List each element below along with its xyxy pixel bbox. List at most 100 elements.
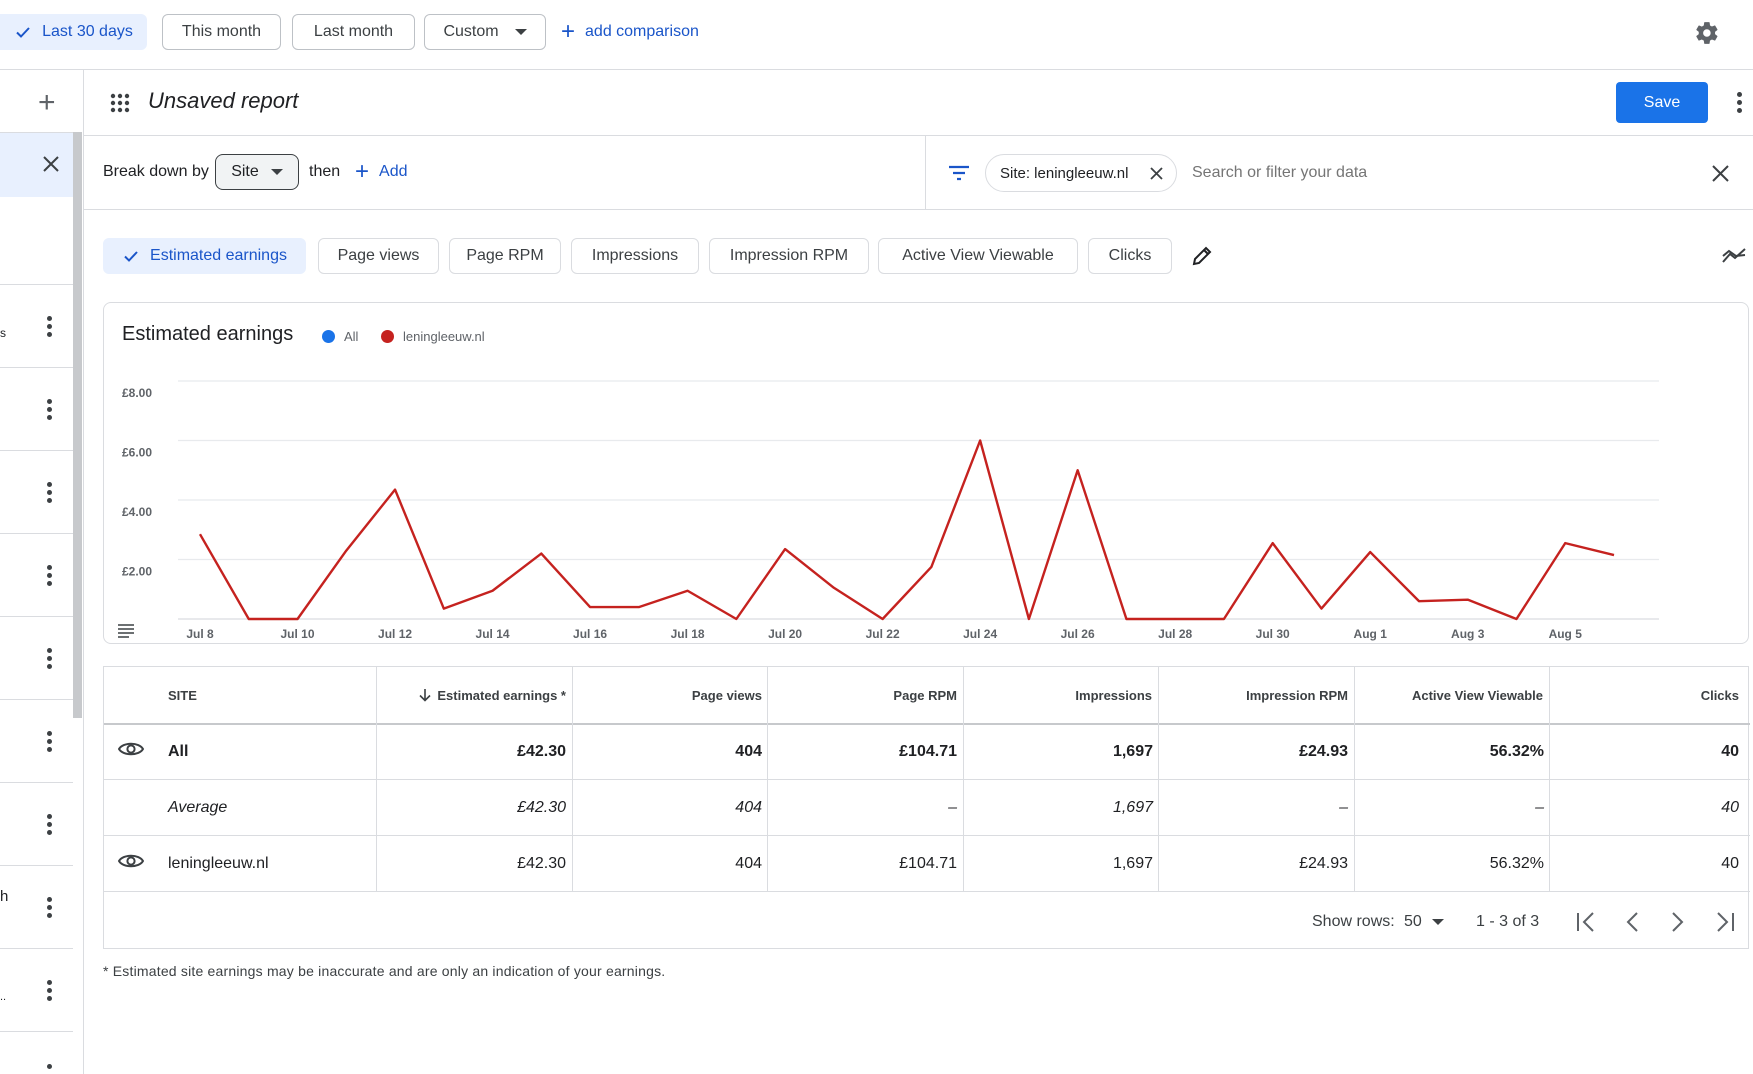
rail-list-item[interactable] (0, 368, 73, 451)
rail-list-item[interactable] (0, 451, 73, 534)
header-label: Estimated earnings * (437, 687, 566, 703)
breakdown-filter-bar: Break down by Site then + Add Site: leni… (84, 136, 1753, 210)
table-cell: 40 (1721, 799, 1739, 816)
data-point (1613, 554, 1616, 557)
legend-item-site[interactable]: leningleeuw.nl (381, 329, 485, 344)
more-options-icon[interactable] (47, 814, 53, 836)
metric-chip-clicks[interactable]: Clicks (1088, 238, 1172, 274)
last-30-days-label: Last 30 days (42, 23, 133, 40)
visibility-eye-icon[interactable] (118, 740, 144, 758)
last-page-icon[interactable] (1715, 911, 1735, 933)
data-point (1418, 600, 1421, 603)
more-options-icon[interactable] (47, 399, 53, 421)
data-point (1223, 618, 1226, 621)
next-page-icon[interactable] (1671, 911, 1685, 933)
close-icon[interactable] (42, 155, 60, 173)
y-tick-label: £2.00 (122, 565, 152, 579)
legend-dot-all (322, 330, 335, 343)
data-point (491, 589, 494, 592)
table-cell: – (1339, 799, 1348, 816)
rail-list-item[interactable] (0, 700, 73, 783)
clear-filters-icon[interactable] (1712, 165, 1729, 182)
metric-chip-page-views[interactable]: Page views (318, 238, 439, 274)
rail-scrollbar[interactable] (73, 132, 82, 718)
data-point (686, 589, 689, 592)
metric-chip-page-rpm[interactable]: Page RPM (449, 238, 561, 274)
column-header-clicks[interactable]: Clicks (1700, 687, 1739, 703)
metric-chip-estimated-earnings[interactable]: Estimated earnings (103, 238, 306, 274)
rail-list-item[interactable] (0, 783, 73, 866)
data-point (394, 488, 397, 491)
rail-list-item[interactable] (0, 534, 73, 617)
more-options-icon[interactable] (47, 316, 53, 338)
column-header-page-rpm[interactable]: Page RPM (893, 687, 957, 703)
rail-list-item[interactable] (0, 617, 73, 700)
check-icon (16, 27, 30, 38)
report-title[interactable]: Unsaved report (148, 88, 299, 113)
row-divider (104, 891, 1750, 892)
table-view-icon[interactable] (118, 624, 134, 638)
rows-per-page-dropdown[interactable]: 50 (1404, 911, 1444, 933)
column-header-site[interactable]: SITE (168, 687, 197, 703)
x-tick-label: Aug 1 (1354, 627, 1388, 641)
visibility-eye-icon[interactable] (118, 852, 144, 870)
more-options-icon[interactable] (47, 482, 53, 504)
add-comparison-button[interactable]: + add comparison (561, 20, 699, 44)
data-point (1515, 618, 1518, 621)
add-breakdown-button[interactable]: + Add (355, 160, 407, 184)
rail-active-item[interactable] (0, 133, 73, 197)
earnings-line-chart[interactable]: £2.00 £4.00 £6.00 £8.00 Jul 8 Jul 10 Jul 12 Jul… (104, 303, 1749, 644)
table-cell-site: Average (168, 799, 228, 816)
data-point (247, 618, 250, 621)
rail-list-item[interactable]: h (0, 866, 73, 949)
dropdown-arrow-icon (514, 29, 527, 35)
custom-dropdown[interactable]: Custom (424, 14, 546, 50)
table-cell: 404 (735, 855, 762, 872)
data-point (881, 618, 884, 621)
column-divider (1549, 667, 1550, 892)
settings-gear-icon[interactable] (1694, 20, 1720, 46)
last-30-days-chip[interactable]: Last 30 days (0, 14, 147, 50)
this-month-chip[interactable]: This month (162, 14, 281, 50)
more-options-icon[interactable] (47, 980, 53, 1002)
legend-item-all[interactable]: All (322, 329, 358, 344)
add-breakdown-label: Add (379, 163, 408, 180)
remove-filter-icon[interactable] (1150, 167, 1163, 180)
rail-list-item[interactable]: s (0, 285, 73, 368)
more-options-icon[interactable] (47, 731, 53, 753)
legend-label: All (344, 329, 359, 344)
table-cell-site[interactable]: leningleeuw.nl (168, 855, 269, 872)
column-header-impressions[interactable]: Impressions (1075, 687, 1152, 703)
more-options-icon[interactable] (47, 565, 53, 587)
table-cell-site[interactable]: All (168, 743, 189, 760)
site-filter-chip[interactable]: Site: leningleeuw.nl (985, 154, 1177, 192)
breakdown-site-dropdown[interactable]: Site (215, 154, 299, 190)
more-options-icon[interactable] (47, 648, 53, 670)
column-header-active-view-viewable[interactable]: Active View Viewable (1411, 687, 1543, 703)
x-tick-label: Jul 16 (573, 627, 607, 641)
more-options-icon[interactable] (47, 897, 53, 919)
filter-icon[interactable] (948, 164, 970, 182)
chart-type-icon[interactable] (1722, 246, 1746, 266)
more-options-icon[interactable] (1737, 92, 1743, 114)
more-options-icon[interactable] (47, 1064, 53, 1074)
table-cell: 56.32% (1489, 743, 1544, 760)
save-button[interactable]: Save (1616, 82, 1708, 123)
first-page-icon[interactable] (1576, 911, 1596, 933)
y-tick-label: £6.00 (122, 446, 152, 460)
edit-pencil-icon[interactable] (1191, 245, 1213, 267)
previous-page-icon[interactable] (1625, 911, 1639, 933)
rail-list-item[interactable]: .. (0, 949, 73, 1032)
column-header-page-views[interactable]: Page views (691, 687, 762, 703)
last-month-chip[interactable]: Last month (292, 14, 415, 50)
search-filter-input[interactable] (1192, 158, 1692, 188)
add-report-icon[interactable]: + (38, 86, 56, 119)
add-comparison-label: add comparison (585, 23, 699, 40)
metric-chip-impression-rpm[interactable]: Impression RPM (709, 238, 869, 274)
apps-grid-icon[interactable] (110, 93, 130, 113)
column-header-estimated-earnings[interactable]: Estimated earnings * (377, 667, 566, 723)
dropdown-arrow-icon (1431, 919, 1444, 925)
column-header-impression-rpm[interactable]: Impression RPM (1246, 687, 1348, 703)
metric-chip-impressions[interactable]: Impressions (571, 238, 699, 274)
metric-chip-active-view-viewable[interactable]: Active View Viewable (878, 238, 1078, 274)
